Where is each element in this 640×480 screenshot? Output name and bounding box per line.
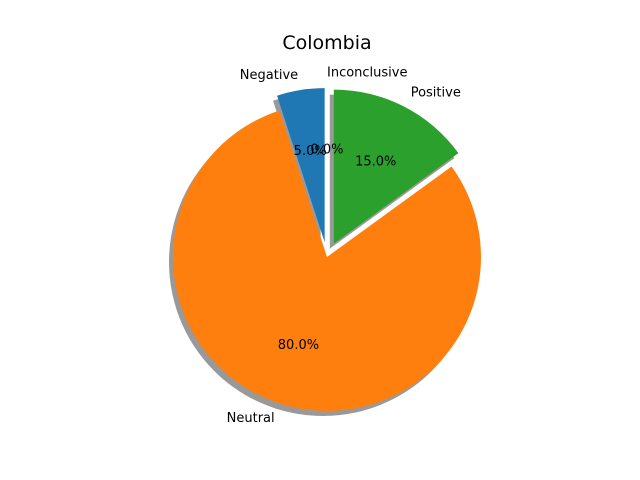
pie-slice-negative	[277, 88, 325, 243]
slice-label-neutral: Neutral	[227, 411, 275, 426]
slice-label-positive: Positive	[411, 86, 461, 101]
slice-percent-neutral: 80.0%	[278, 338, 319, 353]
slice-percent-positive: 15.0%	[355, 154, 396, 169]
slice-percent-inconclusive: 0.0%	[310, 143, 343, 158]
label-layer: Negative 5.0% Neutral 80.0% Positive 15.0% Inc…	[227, 66, 461, 427]
chart-title: Colombia	[282, 32, 371, 54]
pie-slice-positive	[333, 89, 459, 244]
slice-layer	[173, 88, 481, 411]
slice-label-inconclusive: Inconclusive	[327, 66, 408, 81]
slice-percent-negative: 5.0%	[294, 144, 327, 159]
pie-slice-neutral	[173, 110, 481, 411]
slice-label-negative: Negative	[240, 68, 298, 83]
